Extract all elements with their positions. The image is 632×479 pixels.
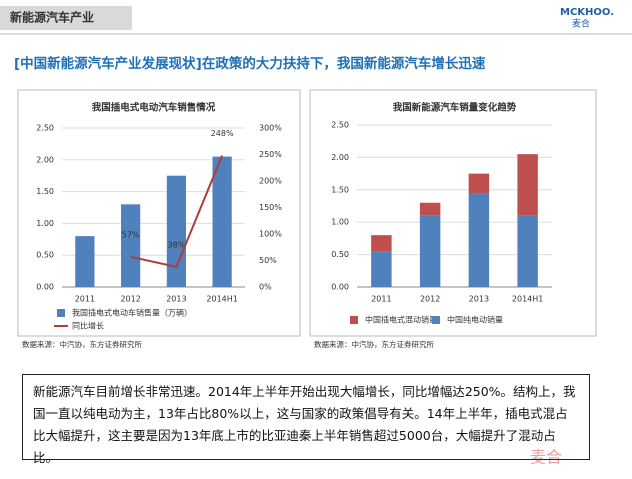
bar: [468, 193, 490, 287]
x-tick-label: 2011: [371, 295, 391, 304]
watermark: 麦合: [530, 448, 562, 467]
chart-title: 我国新能源汽车销量变化趋势: [393, 102, 517, 114]
y-tick-label: 0.50: [36, 251, 54, 260]
x-tick-label: 2013: [166, 295, 186, 304]
header-title: 新能源汽车产业: [10, 10, 94, 25]
bar: [419, 215, 441, 287]
bar: [371, 235, 392, 252]
y-tick-label: 0.50: [331, 250, 349, 259]
y2-tick-label: 50%: [259, 256, 277, 265]
bar: [517, 154, 538, 216]
bar: [371, 251, 392, 287]
bar: [166, 175, 186, 287]
bar: [212, 156, 232, 287]
source-note: 数据来源：中汽协，东方证券研究所: [314, 339, 434, 349]
x-tick-label: 2014H1: [206, 295, 237, 304]
y-tick-label: 1.50: [331, 185, 349, 194]
legend-swatch: [350, 316, 358, 324]
logo: MCKHOO.: [560, 7, 614, 18]
chart-frame: [309, 89, 597, 337]
y-tick-label: 0.00: [36, 283, 54, 292]
data-label: 38%: [167, 240, 185, 249]
y-tick-label: 2.50: [36, 124, 54, 133]
legend-label: 中国插电式混动销量: [365, 315, 437, 325]
bar: [75, 236, 95, 287]
y-tick-label: 1.00: [36, 219, 54, 228]
y-tick-label: 2.00: [36, 155, 54, 164]
bar: [419, 202, 441, 216]
x-tick-label: 2011: [75, 295, 95, 304]
body-text: 新能源汽车目前增长非常迅速。2014年上半年开始出现大幅增长，同比增幅达250%…: [22, 374, 590, 465]
y-tick-label: 0.00: [331, 283, 349, 292]
bar: [121, 204, 141, 287]
y-tick-label: 1.00: [331, 218, 349, 227]
y2-tick-label: 100%: [259, 230, 282, 239]
y-tick-label: 1.50: [36, 187, 54, 196]
y2-tick-label: 300%: [259, 124, 282, 133]
chart-frame: [17, 89, 301, 337]
legend-label: 中国纯电动销量: [447, 315, 503, 325]
header-box: [0, 6, 132, 30]
source-note: 数据来源：中汽协，东方证券研究所: [22, 339, 142, 349]
legend-swatch: [57, 309, 65, 317]
y-tick-label: 2.50: [331, 121, 349, 130]
y2-tick-label: 0%: [259, 283, 272, 292]
data-label: 248%: [211, 129, 234, 138]
logo-cn: 麦合: [572, 18, 590, 30]
bar: [517, 215, 538, 287]
y-tick-label: 2.00: [331, 153, 349, 162]
y2-tick-label: 200%: [259, 177, 282, 186]
legend-label: 同比增长: [72, 321, 104, 331]
x-tick-label: 2012: [420, 295, 440, 304]
y2-tick-label: 250%: [259, 150, 282, 159]
y2-tick-label: 150%: [259, 203, 282, 212]
x-tick-label: 2013: [469, 295, 489, 304]
legend-label: 我国插电式电动车销售量（万辆）: [72, 308, 192, 318]
line: [130, 155, 224, 269]
data-label: 57%: [122, 230, 140, 239]
x-tick-label: 2012: [120, 295, 140, 304]
headline: [中国新能源汽车产业发展现状]在政策的大力扶持下，我国新能源汽车增长迅速: [14, 55, 486, 72]
x-tick-label: 2014H1: [512, 295, 543, 304]
bar: [468, 173, 490, 194]
chart-title: 我国插电式电动汽车销售情况: [92, 102, 216, 114]
legend-swatch: [432, 316, 440, 324]
